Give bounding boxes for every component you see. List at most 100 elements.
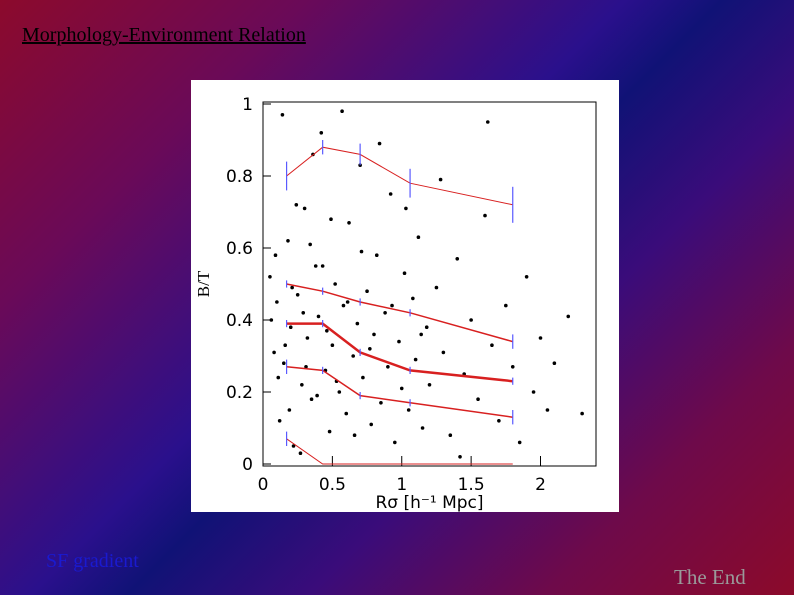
hyperlink[interactable]: SF gradient xyxy=(46,550,139,572)
point xyxy=(283,343,287,348)
point xyxy=(291,444,296,448)
point xyxy=(485,120,490,124)
point xyxy=(434,285,439,290)
point xyxy=(272,350,276,355)
point xyxy=(351,354,355,358)
slide-title: Morphology-Environment Relation xyxy=(22,24,306,46)
point xyxy=(345,300,350,304)
point xyxy=(273,253,278,257)
point xyxy=(531,390,536,394)
point xyxy=(268,275,272,279)
point xyxy=(280,113,285,117)
end-text: The End xyxy=(674,565,746,589)
point xyxy=(327,429,332,434)
point xyxy=(448,433,453,438)
point xyxy=(483,213,487,218)
point xyxy=(359,249,364,254)
point xyxy=(402,271,407,275)
point xyxy=(308,242,312,247)
point xyxy=(286,239,290,243)
point xyxy=(282,361,286,366)
x-tick-label: 1.5 xyxy=(458,475,485,495)
point xyxy=(277,419,282,423)
point xyxy=(538,336,543,340)
y-tick-label: 0.8 xyxy=(226,167,253,187)
x-axis-label: Rσ [h⁻¹ Mpc] xyxy=(375,493,483,512)
point xyxy=(347,221,351,225)
point xyxy=(352,433,357,438)
point xyxy=(290,285,294,290)
point xyxy=(397,339,401,344)
point xyxy=(313,264,318,268)
point xyxy=(276,375,281,380)
point xyxy=(377,141,382,146)
x-tick-label: 1 xyxy=(396,475,407,495)
point xyxy=(388,192,393,196)
median-line xyxy=(286,438,513,465)
point xyxy=(361,375,365,380)
point xyxy=(441,350,446,355)
point xyxy=(365,289,369,293)
point xyxy=(406,408,411,412)
point xyxy=(580,411,584,416)
point xyxy=(344,411,349,416)
point xyxy=(390,303,394,308)
point xyxy=(316,314,321,319)
x-tick-label: 0.5 xyxy=(319,475,346,495)
point xyxy=(411,296,415,301)
point xyxy=(379,401,383,405)
point xyxy=(517,440,522,445)
point xyxy=(368,347,372,351)
point xyxy=(393,440,397,445)
point xyxy=(413,357,418,362)
point xyxy=(438,177,443,182)
point xyxy=(355,321,360,326)
point xyxy=(275,300,279,304)
point xyxy=(504,303,508,308)
x-tick-label: 0 xyxy=(258,475,269,495)
point xyxy=(304,365,308,369)
point xyxy=(330,343,335,348)
point xyxy=(490,343,494,348)
point xyxy=(420,426,425,430)
point xyxy=(325,329,329,333)
point xyxy=(287,408,292,412)
y-tick-label: 0.2 xyxy=(226,383,253,403)
point xyxy=(294,203,299,207)
point xyxy=(476,397,480,402)
point xyxy=(269,318,274,322)
y-tick-label: 0.4 xyxy=(226,311,253,331)
plot-frame xyxy=(262,101,597,467)
point xyxy=(424,325,429,329)
point xyxy=(383,311,387,315)
point xyxy=(305,336,310,340)
y-tick-label: 1 xyxy=(242,95,253,115)
point xyxy=(374,253,379,257)
point xyxy=(302,206,307,211)
plot-background xyxy=(191,80,619,512)
point xyxy=(524,275,529,279)
x-tick-label: 2 xyxy=(535,475,546,495)
point xyxy=(416,235,421,239)
point xyxy=(300,383,304,387)
point xyxy=(320,264,325,268)
point xyxy=(399,386,404,391)
point xyxy=(497,419,501,423)
point xyxy=(333,282,337,286)
point xyxy=(404,206,408,211)
point xyxy=(337,390,342,394)
point xyxy=(427,383,432,387)
y-tick-label: 0 xyxy=(242,455,253,475)
point xyxy=(458,455,462,459)
point xyxy=(329,217,333,221)
point xyxy=(545,408,550,412)
point xyxy=(369,422,374,427)
y-axis-label: B/T xyxy=(194,270,213,297)
point xyxy=(309,397,314,402)
point xyxy=(288,325,293,329)
point xyxy=(386,365,390,369)
point xyxy=(372,332,376,337)
point xyxy=(340,109,344,113)
